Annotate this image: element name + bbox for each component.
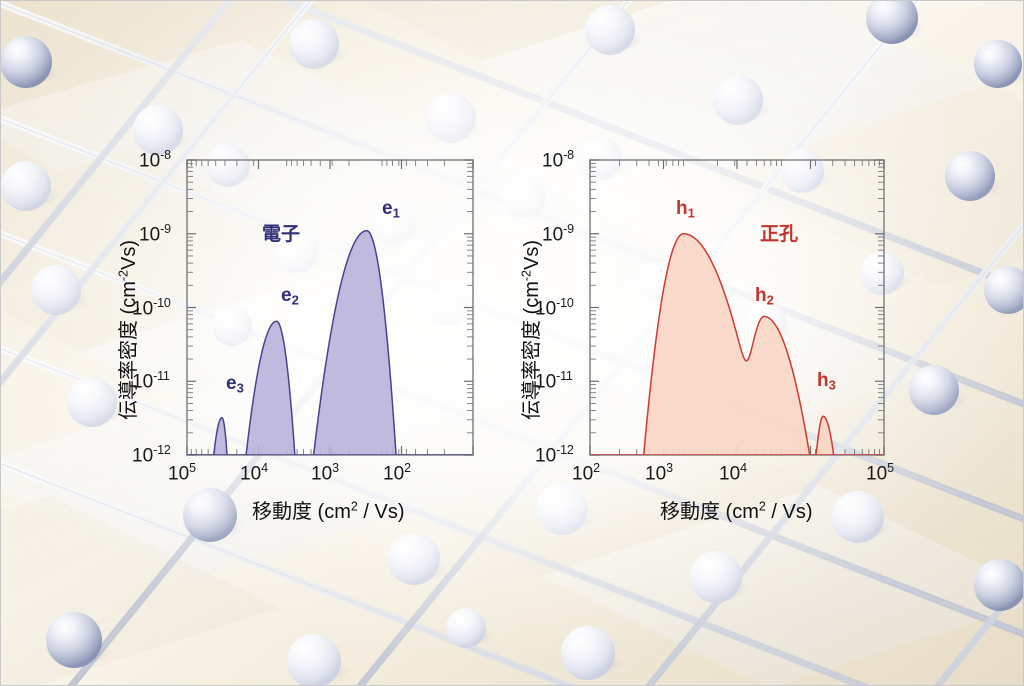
- electron-y-tick-4: 10-12: [132, 443, 171, 467]
- electron-spectrum-curve: [188, 229, 472, 455]
- hole-x-tick-2: 104: [719, 461, 747, 485]
- electron-y-tick-0: 10-8: [139, 148, 171, 172]
- hole-y-tick-4: 10-12: [535, 443, 574, 467]
- electron-x-tick-2: 103: [311, 461, 339, 485]
- electron-x-tick-1: 104: [240, 461, 268, 485]
- electron-y-tick-1: 10-9: [139, 222, 171, 246]
- hole-x-tick-1: 103: [645, 461, 673, 485]
- hole-x-tick-0: 102: [572, 461, 600, 485]
- electron-x-tick-3: 102: [383, 461, 411, 485]
- electron-carrier-label: 電子: [262, 224, 301, 245]
- peak-label-e2: e2: [281, 285, 299, 308]
- peak-label-h1: h1: [676, 198, 695, 221]
- hole-x-ticks: [589, 160, 885, 455]
- hole-y-tick-0: 10-8: [542, 148, 574, 172]
- hole-y-tick-1: 10-9: [542, 222, 574, 246]
- peak-label-h2: h2: [755, 285, 774, 308]
- electron-y-tick-2: 10-10: [132, 296, 171, 320]
- peak-label-e1: e1: [382, 198, 400, 221]
- peak-label-h3: h3: [817, 370, 836, 393]
- electron-y-minor-ticks: [187, 162, 473, 434]
- hole-y-tick-3: 10-11: [535, 369, 573, 393]
- electron-x-axis-title: 移動度 (cm2 / Vs): [252, 499, 405, 523]
- hole-y-minor-ticks: [590, 162, 884, 434]
- hole-y-axis-title: 伝導率密度 (cm-2Vs): [519, 239, 543, 420]
- electron-x-tick-0: 105: [168, 461, 196, 485]
- electron-y-tick-3: 10-11: [132, 369, 170, 393]
- hole-x-axis-title: 移動度 (cm2 / Vs): [660, 499, 813, 523]
- hole-spectrum-curve: [591, 233, 883, 455]
- peak-label-e3: e3: [226, 373, 244, 396]
- hole-y-tick-2: 10-10: [535, 296, 574, 320]
- hole-carrier-label: 正孔: [760, 224, 799, 245]
- hole-x-tick-3: 105: [866, 461, 894, 485]
